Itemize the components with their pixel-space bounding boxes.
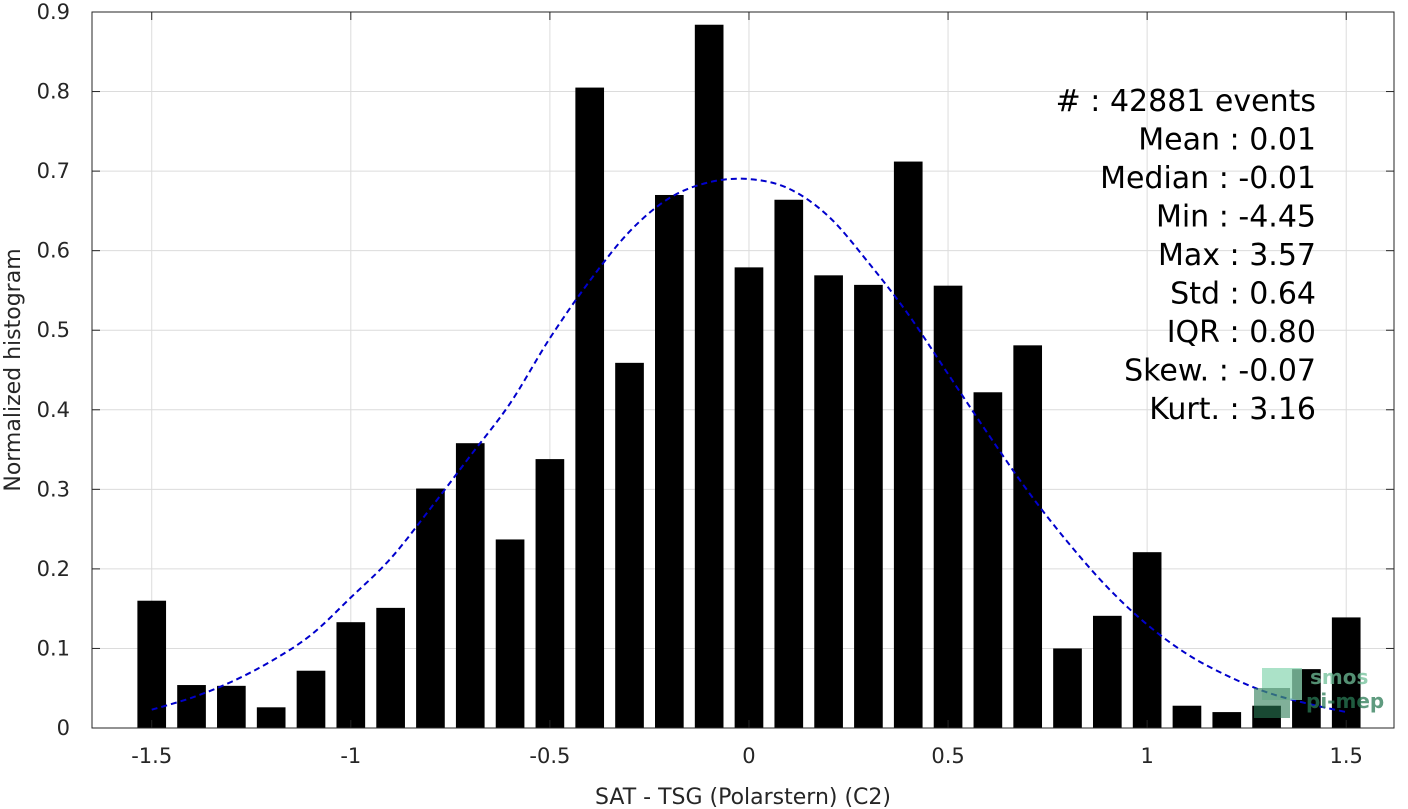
histogram-bar: [336, 622, 366, 728]
histogram-bar: [1092, 615, 1122, 728]
histogram-bar: [376, 607, 405, 728]
x-tick-label: 1: [1140, 744, 1153, 768]
y-tick-label: 0.2: [37, 557, 70, 581]
histogram-bar: [495, 539, 525, 728]
stat-line: Mean : 0.01: [1138, 123, 1316, 158]
histogram-bar: [217, 685, 246, 728]
stat-line: IQR : 0.80: [1167, 315, 1316, 350]
x-tick-label: 1.5: [1330, 744, 1363, 768]
histogram-bar: [694, 24, 724, 729]
stat-line: Kurt. : 3.16: [1149, 392, 1316, 427]
x-tick-label: -0.5: [529, 744, 570, 768]
y-tick-label: 0: [57, 716, 70, 740]
histogram-bar: [1331, 617, 1361, 728]
y-tick-label: 0.5: [37, 318, 70, 342]
x-tick-label: 0.5: [931, 744, 964, 768]
histogram-bar: [575, 87, 605, 729]
histogram-bar: [455, 443, 485, 728]
axes-frame: [91, 11, 1395, 729]
histogram-bar: [1212, 712, 1242, 728]
y-axis-label: Normalized histogram: [1, 248, 26, 491]
x-tick-label: -1: [340, 744, 361, 768]
histogram-bar: [774, 199, 804, 729]
stat-line: Min : -4.45: [1156, 200, 1316, 235]
histogram-bar: [296, 670, 326, 728]
logo-text-smos: smos: [1310, 665, 1368, 689]
y-tick-label: 0.4: [37, 398, 70, 422]
fit-curve: [151, 177, 1347, 714]
histogram-bar: [1053, 648, 1082, 728]
histogram-bar: [1172, 705, 1202, 728]
x-axis-label: SAT - TSG (Polarstern) (C2): [595, 785, 891, 809]
histogram-bar: [615, 362, 644, 728]
y-tick-label: 0.8: [37, 80, 70, 104]
histogram-bar: [814, 275, 843, 728]
histogram-bar: [1013, 345, 1043, 728]
x-axis-ticks: -1.5 -1 -0.5 0 0.5 1 1.5: [131, 12, 1363, 768]
logo-text-pimep: pi-mep: [1306, 689, 1384, 713]
histogram-bar: [655, 194, 684, 728]
y-tick-label: 0.3: [37, 477, 70, 501]
stat-line: Skew. : -0.07: [1124, 354, 1316, 389]
histogram-bar: [1132, 552, 1162, 728]
x-tick-label: 0: [742, 744, 755, 768]
histogram-bar: [933, 285, 963, 728]
logo-shape-bottom: [1254, 688, 1290, 718]
histogram-bar: [256, 707, 286, 728]
histogram-bar: [734, 267, 764, 728]
histogram-bar: [177, 685, 206, 728]
histogram-bar: [535, 459, 565, 728]
y-axis-ticks: 0 0.1 0.2 0.3 0.4 0.5 0.6 0.7 0.8 0.9: [37, 0, 1394, 740]
y-tick-label: 0.6: [37, 239, 70, 263]
histogram-bar: [893, 161, 923, 728]
histogram-bar: [416, 488, 445, 728]
histogram-bar: [854, 284, 883, 728]
stat-line: Std : 0.64: [1170, 277, 1316, 312]
x-tick-label: -1.5: [131, 744, 172, 768]
stat-line: Median : -0.01: [1100, 161, 1316, 196]
stat-line: # : 42881 events: [1056, 84, 1316, 119]
stat-line: Max : 3.57: [1158, 238, 1316, 273]
y-tick-label: 0.1: [37, 636, 70, 660]
y-tick-label: 0.9: [37, 0, 70, 24]
smos-pimep-logo: smos pi-mep: [1254, 665, 1384, 718]
y-tick-label: 0.7: [37, 159, 70, 183]
histogram-bar: [973, 392, 1003, 728]
